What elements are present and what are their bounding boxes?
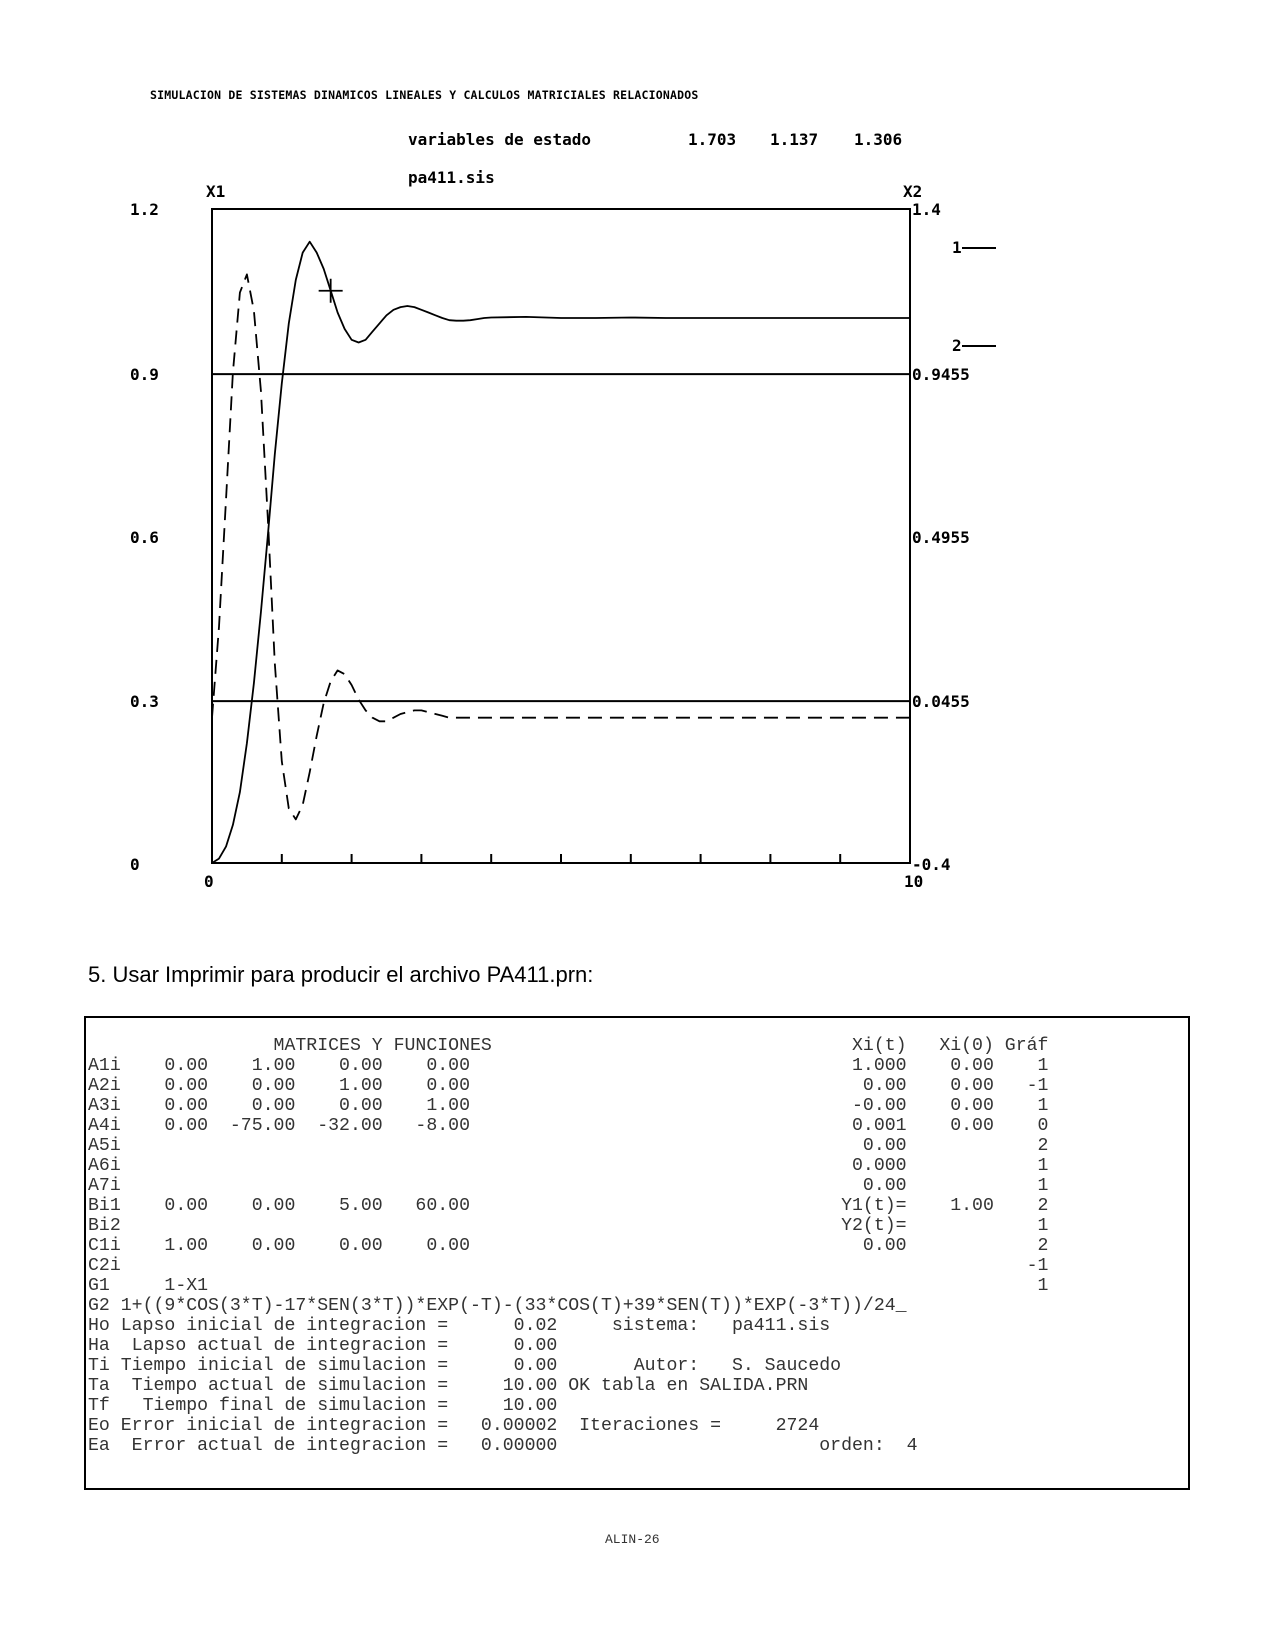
x-start-label: 0 <box>204 872 214 891</box>
printout-line: A6i 0.000 1 <box>88 1156 1049 1176</box>
printout-line: Bi1 0.00 0.00 5.00 60.00 Y1(t)= 1.00 2 <box>88 1196 1049 1216</box>
printout-line: Eo Error inicial de integracion = 0.0000… <box>88 1416 820 1436</box>
plot-svg: variables de estado 1.703 1.137 1.306 pa… <box>130 130 996 891</box>
printout-line: A1i 0.00 1.00 0.00 0.00 1.000 0.00 1 <box>88 1056 1049 1076</box>
printout-line: A4i 0.00 -75.00 -32.00 -8.00 0.001 0.00 … <box>88 1116 1049 1136</box>
plot-filename: pa411.sis <box>408 168 495 187</box>
right-tick-label: 0.0455 <box>912 692 970 711</box>
printout-line: G2 1+((9*COS(3*T)-17*SEN(3*T))*EXP(-T)-(… <box>88 1296 907 1316</box>
plot-value-1: 1.703 <box>688 130 736 149</box>
right-axis-label: X2 <box>903 182 922 201</box>
series-2-line <box>211 273 910 821</box>
printout-line: Tf Tiempo final de simulacion = 10.00 <box>88 1396 558 1416</box>
state-variables-chart: variables de estado 1.703 1.137 1.306 pa… <box>120 125 1080 945</box>
left-tick-label: 0 <box>130 855 140 874</box>
left-tick-label: 0.9 <box>130 365 159 384</box>
page-footer: ALIN-26 <box>605 1532 660 1547</box>
right-tick-label: -0.4 <box>912 855 951 874</box>
left-tick-label: 0.6 <box>130 528 159 547</box>
right-tick-label: 0.9455 <box>912 365 970 384</box>
legend-1-label: 1 <box>952 238 962 257</box>
printout-line: Ha Lapso actual de integracion = 0.00 <box>88 1336 558 1356</box>
legend-2-label: 2 <box>952 336 962 355</box>
printout-line: Ea Error actual de integracion = 0.00000… <box>88 1436 918 1456</box>
plot-frame <box>211 208 911 864</box>
printout-line: G1 1-X1 1 <box>88 1276 1049 1296</box>
printout-line: MATRICES Y FUNCIONES Xi(t) Xi(0) Gráf <box>88 1036 1049 1056</box>
printout-line: Bi2 Y2(t)= 1 <box>88 1216 1049 1236</box>
printout-line: C2i -1 <box>88 1256 1049 1276</box>
printout-line: A7i 0.00 1 <box>88 1176 1049 1196</box>
series-1-line <box>211 240 910 864</box>
printout-box: MATRICES Y FUNCIONES Xi(t) Xi(0) Gráf A1i… <box>84 1016 1190 1490</box>
plot-value-3: 1.306 <box>854 130 902 149</box>
left-tick-label: 0.3 <box>130 692 159 711</box>
page-header: SIMULACION DE SISTEMAS DINAMICOS LINEALE… <box>150 88 699 102</box>
plot-marks <box>211 208 911 864</box>
printout-line: Ho Lapso inicial de integracion = 0.02 s… <box>88 1316 831 1336</box>
printout-line: Ti Tiempo inicial de simulacion = 0.00 A… <box>88 1356 842 1376</box>
caption: 5. Usar Imprimir para producir el archiv… <box>88 962 594 987</box>
left-tick-label: 1.2 <box>130 200 159 219</box>
plot-title: variables de estado <box>408 130 591 149</box>
printout-line: A3i 0.00 0.00 0.00 1.00 -0.00 0.00 1 <box>88 1096 1049 1116</box>
right-tick-label: 1.4 <box>912 200 941 219</box>
left-axis-label: X1 <box>206 182 225 201</box>
printout-line: A5i 0.00 2 <box>88 1136 1049 1156</box>
right-tick-label: 0.4955 <box>912 528 970 547</box>
x-end-label: 10 <box>904 872 923 891</box>
printout-line: C1i 1.00 0.00 0.00 0.00 0.00 2 <box>88 1236 1049 1256</box>
plot-value-2: 1.137 <box>770 130 818 149</box>
printout-line: A2i 0.00 0.00 1.00 0.00 0.00 0.00 -1 <box>88 1076 1049 1096</box>
printout-line: Ta Tiempo actual de simulacion = 10.00 O… <box>88 1376 809 1396</box>
